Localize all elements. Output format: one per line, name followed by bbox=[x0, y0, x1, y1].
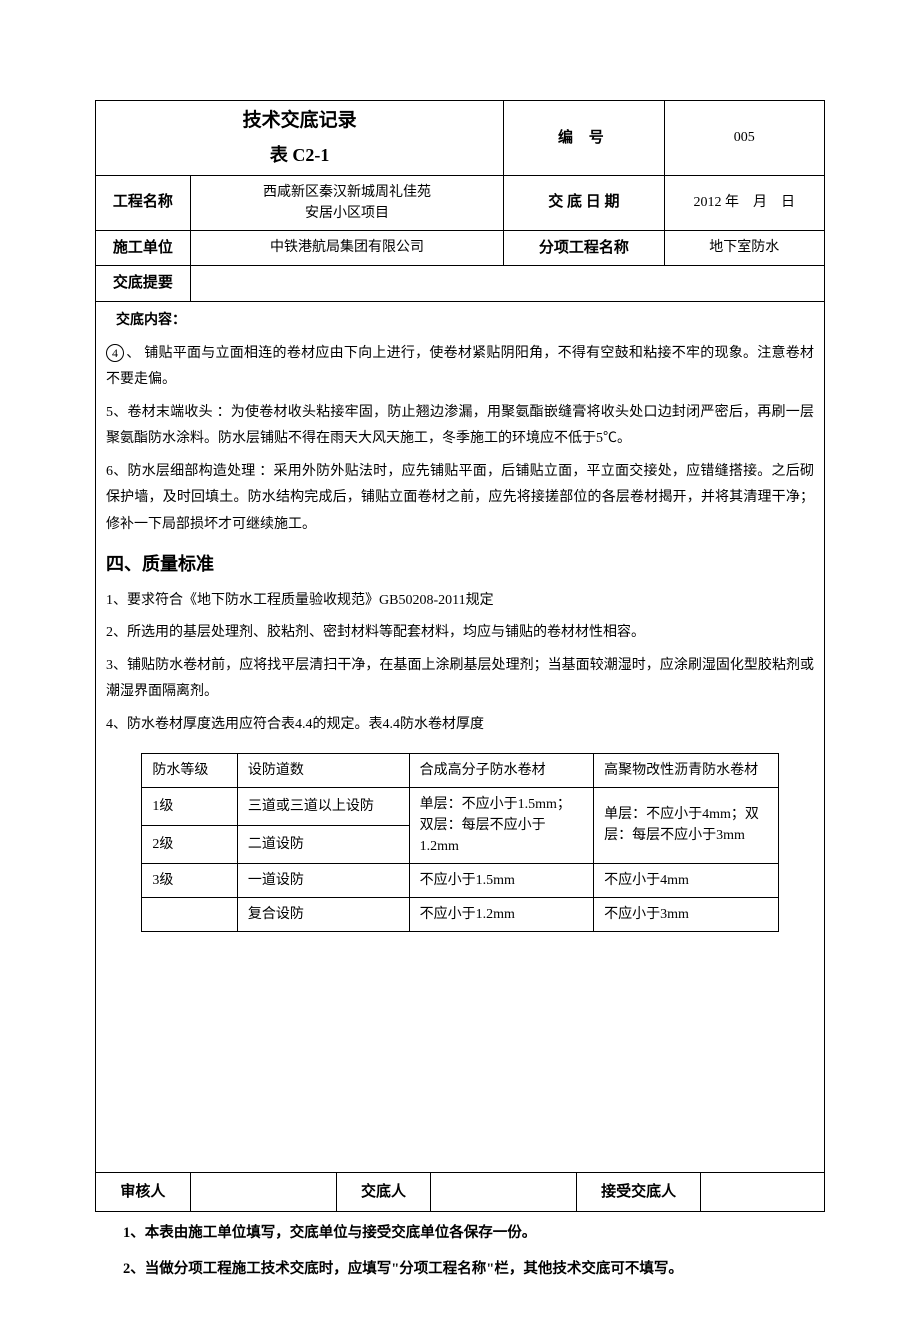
item-label: 分项工程名称 bbox=[504, 230, 664, 266]
quality-2: 2、所选用的基层处理剂、胶粘剂、密封材料等配套材料，均应与铺贴的卷材材性相容。 bbox=[106, 620, 814, 647]
r4c2: 复合设防 bbox=[237, 897, 409, 931]
r1c2: 三道或三道以上设防 bbox=[237, 787, 409, 825]
th-defense: 设防道数 bbox=[237, 753, 409, 787]
r2c1: 2级 bbox=[142, 825, 237, 863]
th-synthetic: 合成高分子防水卷材 bbox=[409, 753, 593, 787]
project-value: 西咸新区秦汉新城周礼佳苑 安居小区项目 bbox=[190, 175, 503, 230]
reviewer-label: 审核人 bbox=[96, 1172, 191, 1212]
r4c4: 不应小于3mm bbox=[594, 897, 779, 931]
r3c2: 一道设防 bbox=[237, 863, 409, 897]
th-polymer: 高聚物改性沥青防水卷材 bbox=[594, 753, 779, 787]
th-level: 防水等级 bbox=[142, 753, 237, 787]
thickness-table: 防水等级 设防道数 合成高分子防水卷材 高聚物改性沥青防水卷材 1级 三道或三道… bbox=[141, 753, 778, 932]
r3c3: 不应小于1.5mm bbox=[409, 863, 593, 897]
quality-1: 1、要求符合《地下防水工程质量验收规范》GB50208-2011规定 bbox=[106, 588, 814, 615]
r4c1 bbox=[142, 897, 237, 931]
num-value: 005 bbox=[664, 101, 824, 176]
content-label: 交底内容： bbox=[106, 306, 814, 335]
disclose-value bbox=[431, 1172, 577, 1212]
r1c3: 单层：不应小于1.5mm；双层：每层不应小于1.2mm bbox=[409, 787, 593, 863]
unit-value: 中铁港航局集团有限公司 bbox=[190, 230, 503, 266]
content-body: 交底内容： 4、 铺贴平面与立面相连的卷材应由下向上进行，使卷材紧贴阴阳角，不得… bbox=[95, 302, 825, 942]
note-1: 1、本表由施工单位填写，交底单位与接受交底单位各保存一份。 bbox=[95, 1220, 825, 1248]
disclose-label: 交底人 bbox=[336, 1172, 431, 1212]
item-value: 地下室防水 bbox=[664, 230, 824, 266]
header-table: 技术交底记录 表 C2-1 编 号 005 工程名称 西咸新区秦汉新城周礼佳苑 … bbox=[95, 100, 825, 302]
para-6: 6、防水层细部构造处理 ：采用外防外贴法时，应先铺贴平面，后铺贴立面，平立面交接… bbox=[106, 459, 814, 539]
summary-label: 交底提要 bbox=[96, 266, 191, 302]
project-label: 工程名称 bbox=[96, 175, 191, 230]
receiver-label: 接受交底人 bbox=[577, 1172, 701, 1212]
quality-3: 3、铺贴防水卷材前，应将找平层清扫干净，在基面上涂刷基层处理剂；当基面较潮湿时，… bbox=[106, 653, 814, 706]
unit-label: 施工单位 bbox=[96, 230, 191, 266]
date-label: 交 底 日 期 bbox=[504, 175, 664, 230]
section-title: 四、质量标准 bbox=[106, 551, 814, 578]
title-line2: 表 C2-1 bbox=[106, 142, 493, 169]
reviewer-value bbox=[190, 1172, 336, 1212]
quality-4: 4、防水卷材厚度选用应符合表4.4的规定。表4.4防水卷材厚度 bbox=[106, 712, 814, 739]
content-spacer bbox=[95, 942, 825, 1172]
title-line1: 技术交底记录 bbox=[106, 107, 493, 136]
num-label: 编 号 bbox=[504, 101, 664, 176]
r1c4: 单层：不应小于4mm；双层：每层不应小于3mm bbox=[594, 787, 779, 863]
circled-number-icon: 4 bbox=[106, 344, 124, 362]
r3c1: 3级 bbox=[142, 863, 237, 897]
note-2: 2、当做分项工程施工技术交底时，应填写"分项工程名称"栏，其他技术交底可不填写。 bbox=[95, 1256, 825, 1284]
r3c4: 不应小于4mm bbox=[594, 863, 779, 897]
r2c2: 二道设防 bbox=[237, 825, 409, 863]
para-4: 4、 铺贴平面与立面相连的卷材应由下向上进行，使卷材紧贴阴阳角，不得有空鼓和粘接… bbox=[106, 341, 814, 394]
r4c3: 不应小于1.2mm bbox=[409, 897, 593, 931]
r1c1: 1级 bbox=[142, 787, 237, 825]
title-cell: 技术交底记录 表 C2-1 bbox=[96, 101, 504, 176]
receiver-value bbox=[701, 1172, 825, 1212]
date-value: 2012 年 月 日 bbox=[664, 175, 824, 230]
summary-value bbox=[190, 266, 824, 302]
signature-table: 审核人 交底人 接受交底人 bbox=[95, 1172, 825, 1213]
para-5: 5、卷材末端收头 ：为使卷材收头粘接牢固，防止翘边渗漏，用聚氨酯嵌缝膏将收头处口… bbox=[106, 400, 814, 453]
